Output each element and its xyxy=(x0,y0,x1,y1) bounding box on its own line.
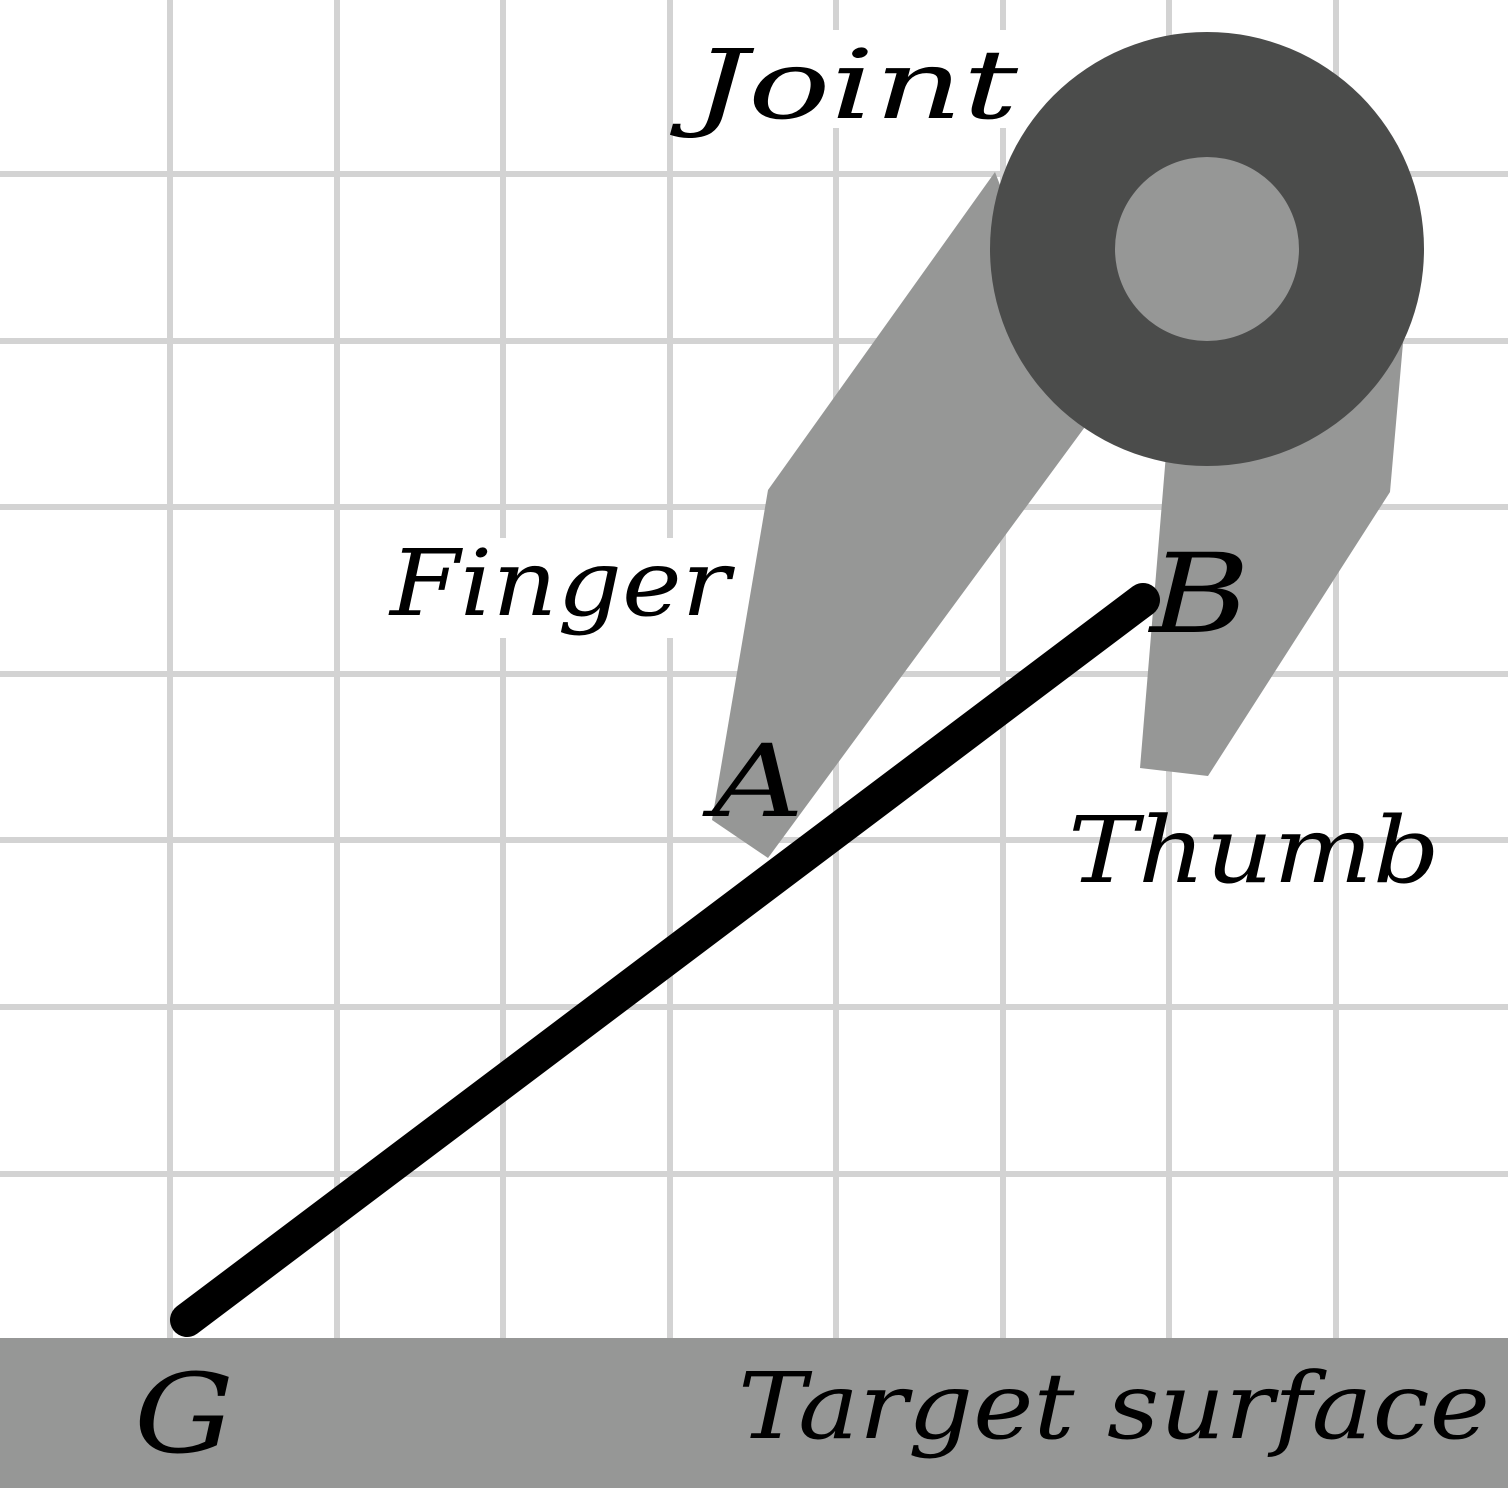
point-g-label: G xyxy=(134,1350,234,1478)
target-surface xyxy=(0,1338,1508,1488)
finger-label-background xyxy=(388,538,733,638)
rod-gb xyxy=(170,583,1160,1337)
point-b-label: B xyxy=(1148,530,1250,658)
point-a-label: A xyxy=(702,723,804,840)
finger-jaw xyxy=(712,172,1090,858)
finger-label: Finger xyxy=(388,530,736,637)
target-surface-label: Target surface xyxy=(738,1353,1490,1460)
joint-hub xyxy=(1115,157,1299,341)
joint-label-background xyxy=(690,30,1020,128)
joint-label: Joint xyxy=(669,29,1019,141)
thumb-label: Thumb xyxy=(1068,797,1440,904)
